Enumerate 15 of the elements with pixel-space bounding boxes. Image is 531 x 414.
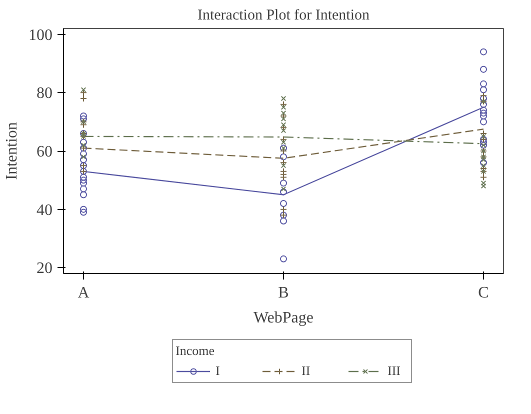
y-tick-label: 80 [36, 85, 52, 102]
legend-title: Income [176, 343, 216, 359]
y-axis-title: Intention [4, 122, 20, 180]
y-tick-label: 60 [36, 144, 52, 160]
x-tick-label: C [478, 284, 489, 302]
chart-title: Interaction Plot for Intention [197, 8, 370, 24]
legend-label: I [216, 363, 221, 379]
y-tick-label: 100 [28, 26, 52, 44]
x-tick-label: A [78, 284, 90, 302]
x-tick-label: B [278, 284, 289, 302]
legend-label: III [388, 363, 402, 379]
x-axis-title: WebPage [253, 310, 314, 326]
y-tick-label: 40 [36, 202, 52, 219]
y-tick-label: 20 [36, 260, 52, 278]
legend-label: II [302, 363, 312, 379]
